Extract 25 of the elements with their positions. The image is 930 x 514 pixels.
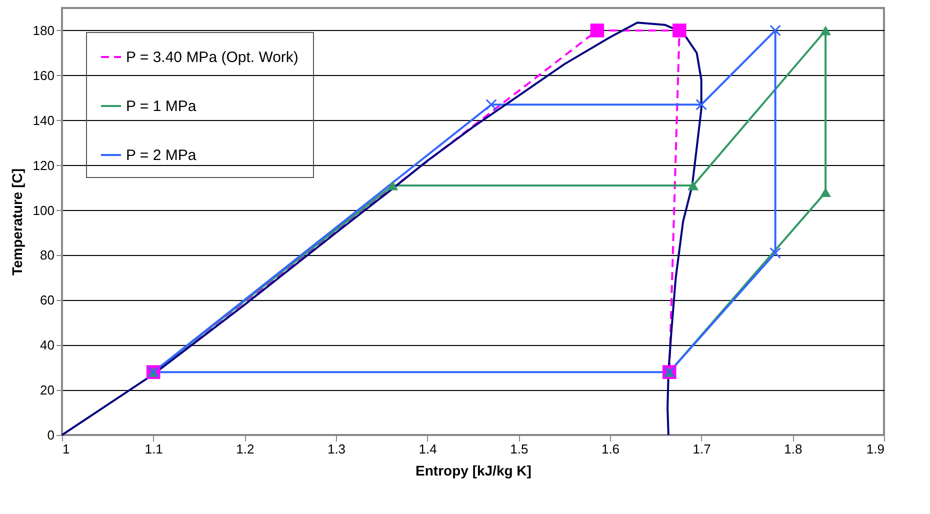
legend-label: P = 2 MPa xyxy=(126,147,197,164)
y-tick-label: 160 xyxy=(32,68,54,83)
x-tick-label: 1.3 xyxy=(327,442,346,456)
y-tick-label: 80 xyxy=(40,248,54,263)
x-axis-title: Entropy [kJ/kg K] xyxy=(416,462,532,478)
x-tick-label: 1.9 xyxy=(866,442,884,456)
legend-label: P = 3.40 MPa (Opt. Work) xyxy=(126,49,298,66)
y-axis-title: Temperature [C] xyxy=(8,168,25,276)
x-tick-label: 1.5 xyxy=(510,442,528,456)
x-tick-label: 1.6 xyxy=(601,442,620,456)
x-tick-label: 1.1 xyxy=(144,442,163,456)
x-tick-label: 1 xyxy=(62,442,70,456)
y-tick-label: 180 xyxy=(32,22,54,38)
x-tick-label: 1.8 xyxy=(784,442,802,456)
y-tick-label: 60 xyxy=(40,292,54,308)
legend-label: P = 1 MPa xyxy=(126,98,197,115)
x-tick-label: 1.4 xyxy=(418,442,437,456)
y-tick-label: 120 xyxy=(32,158,54,173)
y-tick-label: 20 xyxy=(40,382,54,398)
x-tick-label: 1.7 xyxy=(692,442,711,456)
y-tick-label: 140 xyxy=(32,112,54,128)
y-tick-label: 100 xyxy=(32,202,54,218)
x-tick-label: 1.2 xyxy=(236,442,254,456)
y-tick-label: 40 xyxy=(40,338,54,353)
y-tick-label: 0 xyxy=(47,428,54,442)
